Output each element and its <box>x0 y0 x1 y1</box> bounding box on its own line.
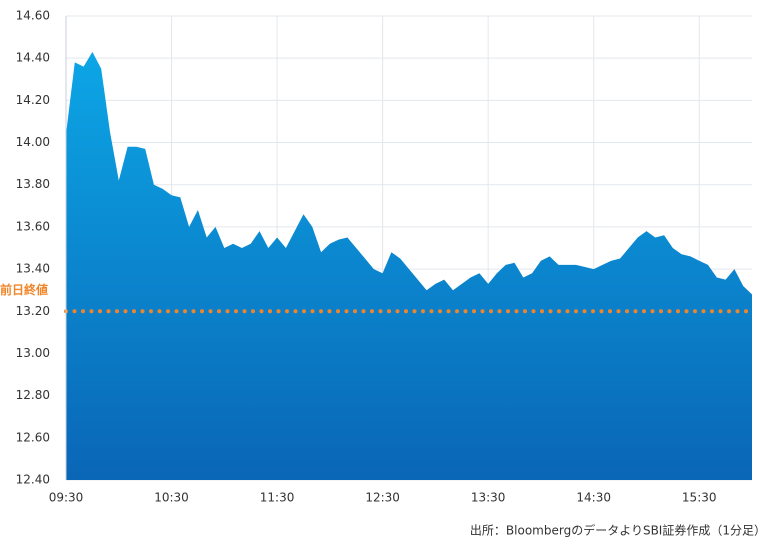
reference-label: 前日終値 <box>0 282 48 297</box>
y-tick-label: 13.00 <box>16 346 50 360</box>
y-tick-label: 13.20 <box>16 304 50 318</box>
x-tick-label: 10:30 <box>154 491 189 505</box>
area <box>66 51 752 481</box>
x-tick-label: 14:30 <box>576 491 611 505</box>
y-tick-label: 12.40 <box>16 473 50 487</box>
source-note: 出所：BloombergのデータよりSBI証券作成（1分足） <box>470 523 766 538</box>
x-tick-label: 13:30 <box>471 491 506 505</box>
y-tick-label: 13.80 <box>16 177 50 191</box>
y-tick-label: 14.20 <box>16 93 50 107</box>
y-tick-label: 14.60 <box>16 9 50 23</box>
x-tick-label: 15:30 <box>682 491 717 505</box>
y-tick-label: 14.40 <box>16 51 50 65</box>
y-tick-label: 12.60 <box>16 430 50 444</box>
y-tick-label: 13.40 <box>16 262 50 276</box>
y-tick-label: 14.00 <box>16 135 50 149</box>
x-tick-label: 09:30 <box>49 491 84 505</box>
x-tick-label: 11:30 <box>260 491 295 505</box>
y-tick-label: 12.80 <box>16 388 50 402</box>
x-tick-label: 12:30 <box>365 491 400 505</box>
y-tick-label: 13.60 <box>16 219 50 233</box>
